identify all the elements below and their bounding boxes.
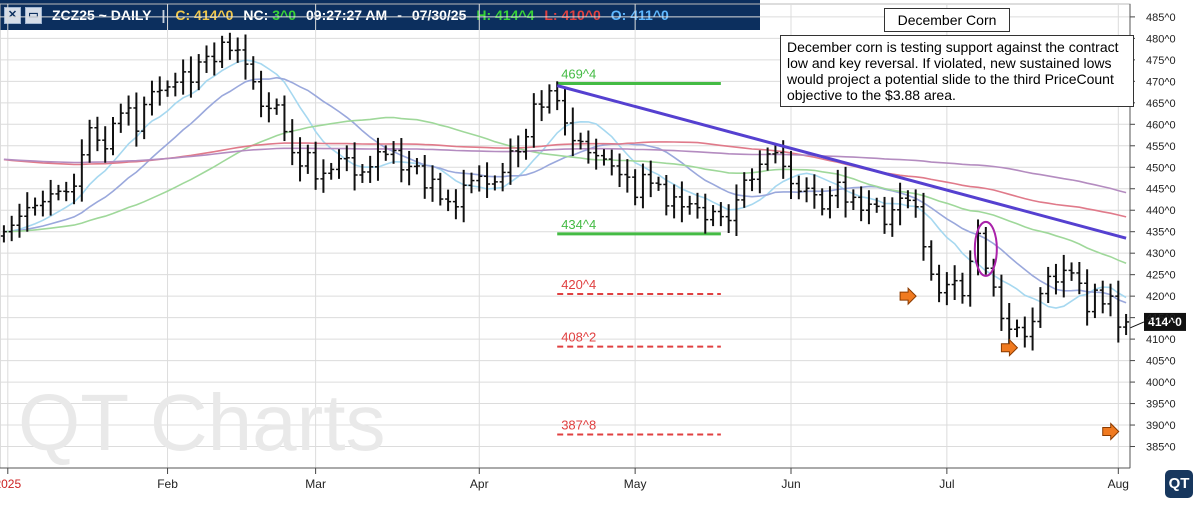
moving-average-line xyxy=(3,141,1127,218)
high-price: H: 414^4 xyxy=(476,7,535,23)
y-tick-label: 485^0 xyxy=(1146,12,1176,24)
y-tick-label: 390^0 xyxy=(1146,420,1176,432)
moving-average-line xyxy=(3,116,1127,265)
y-tick-label: 435^0 xyxy=(1146,227,1176,239)
target-arrow-icon xyxy=(1000,338,1019,357)
pricecount-level-label: 434^4 xyxy=(561,217,596,232)
y-tick-label: 430^0 xyxy=(1146,248,1176,260)
y-tick-label: 420^0 xyxy=(1146,291,1176,303)
x-tick-label: Jul xyxy=(939,477,954,491)
low-price: L: 410^0 xyxy=(544,7,601,23)
x-tick-label: May xyxy=(624,477,647,491)
symbol-label: ZCZ25 ~ DAILY xyxy=(52,7,152,23)
minimize-icon[interactable]: ▭ xyxy=(25,6,42,24)
net-change-value: 3^0 xyxy=(272,7,297,23)
y-tick-label: 455^0 xyxy=(1146,141,1176,153)
y-tick-label: 460^0 xyxy=(1146,119,1176,131)
y-tick-label: 405^0 xyxy=(1146,356,1176,368)
y-tick-label: 470^0 xyxy=(1146,76,1176,88)
y-tick-label: 475^0 xyxy=(1146,55,1176,67)
chart-axes: 385^0 390^0 395^0 400^0 405^0 410^0 415^0 420^0… xyxy=(0,4,1176,491)
y-tick-label: 450^0 xyxy=(1146,162,1176,174)
key-reversal-circle xyxy=(973,220,998,277)
pricecount-level-label: 387^8 xyxy=(561,417,596,432)
y-tick-label: 440^0 xyxy=(1146,205,1176,217)
moving-average-line xyxy=(3,147,1127,194)
y-tick-label: 415^0 xyxy=(1146,313,1176,325)
x-tick-label: Jun xyxy=(781,477,800,491)
close-price: C: 414^0 xyxy=(175,7,234,23)
pricecount-levels: 469^4 434^4 420^4 408^2 387^8 xyxy=(557,66,721,436)
qt-logo[interactable]: QT xyxy=(1165,470,1193,498)
last-price-pointer xyxy=(1129,321,1145,329)
pricecount-level-label: 408^2 xyxy=(561,330,596,345)
last-price-tag xyxy=(1144,312,1186,331)
y-tick-label: 385^0 xyxy=(1146,442,1176,454)
last-price-label: 414^0 xyxy=(1148,315,1182,329)
y-tick-label: 480^0 xyxy=(1146,33,1176,45)
y-tick-label: 445^0 xyxy=(1146,184,1176,196)
open-price: O: 411^0 xyxy=(610,7,669,23)
watermark: QT Charts xyxy=(18,378,386,467)
pricecount-level-label: 469^4 xyxy=(561,66,596,81)
y-tick-label: 425^0 xyxy=(1146,270,1176,282)
toolbar-separator: | xyxy=(161,7,166,23)
x-tick-label: Feb xyxy=(157,477,178,491)
chart-toolbar: ✕ ▭ ZCZ25 ~ DAILY | C: 414^0 NC: 3^0 09:… xyxy=(0,0,760,30)
net-change-label: NC: xyxy=(243,7,269,23)
pricecount-level-label: 420^4 xyxy=(561,277,596,292)
annotation-body: December corn is testing support against… xyxy=(780,35,1134,107)
target-arrow-icon xyxy=(1102,422,1120,441)
ohlc-bars xyxy=(0,32,1130,351)
x-tick-label: 2025 xyxy=(0,477,21,491)
chart-overlays: 414^0 xyxy=(556,84,1186,441)
quote-time: 09:27:27 AM xyxy=(306,7,388,23)
target-arrow-icon xyxy=(899,286,917,306)
y-tick-label: 410^0 xyxy=(1146,334,1176,346)
toolbar-dash: - xyxy=(397,7,402,23)
y-tick-label: 395^0 xyxy=(1146,399,1176,411)
x-tick-label: Aug xyxy=(1108,477,1129,491)
y-tick-label: 465^0 xyxy=(1146,98,1176,110)
y-tick-label: 400^0 xyxy=(1146,377,1176,389)
downtrend-line xyxy=(556,84,1127,240)
annotation-title: December Corn xyxy=(884,8,1010,32)
moving-average-line xyxy=(3,76,1127,304)
quote-date: 07/30/25 xyxy=(411,7,467,23)
x-tick-label: Mar xyxy=(305,477,326,491)
x-tick-label: Apr xyxy=(470,477,489,491)
